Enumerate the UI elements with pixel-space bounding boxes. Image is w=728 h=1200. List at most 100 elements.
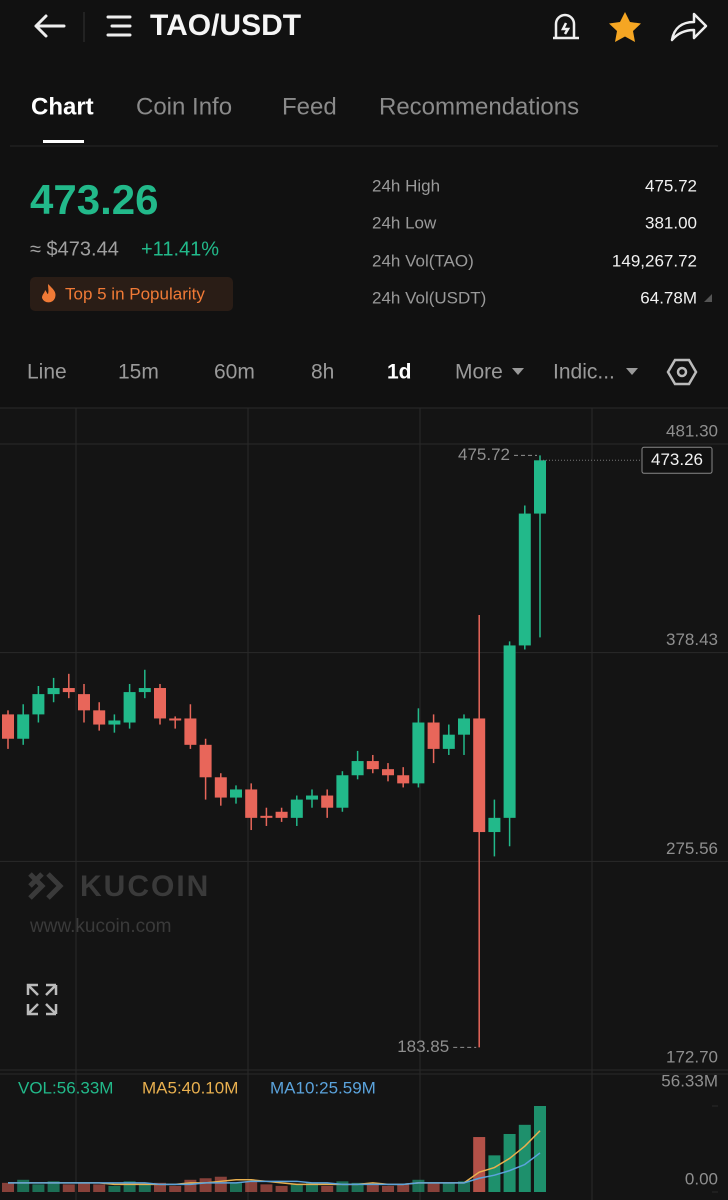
- interval[interactable]: 15m: [118, 361, 159, 384]
- candle-body: [351, 761, 364, 776]
- ma-legend: MA5:40.10M: [142, 1078, 238, 1097]
- volume-bar: [123, 1181, 136, 1192]
- volume-bar: [275, 1185, 288, 1192]
- interval[interactable]: 60m: [214, 361, 255, 384]
- stat-value: 64.78M: [640, 288, 697, 307]
- candle-body: [488, 817, 501, 833]
- stat-label: 24h Vol(TAO): [372, 251, 474, 270]
- candle-body: [473, 718, 486, 833]
- candle-body: [230, 789, 242, 798]
- pair-menu[interactable]: [106, 15, 132, 37]
- volume-bar: [47, 1181, 60, 1192]
- flame-icon: [42, 284, 56, 303]
- favorite-button[interactable]: [609, 12, 641, 42]
- tab[interactable]: Feed: [282, 93, 337, 120]
- volume-bar: [169, 1185, 182, 1192]
- volume-bar: [260, 1184, 273, 1192]
- candle-body: [336, 775, 349, 808]
- stat-value: 475.72: [645, 176, 697, 195]
- badge[interactable]: [30, 277, 233, 311]
- stat-label: 24h Vol(USDT): [372, 288, 486, 307]
- last-price: 473.26: [30, 176, 158, 223]
- candle-body: [62, 688, 75, 693]
- volume-bar: [214, 1176, 227, 1192]
- volume-bar: [397, 1184, 410, 1192]
- y-tick-label: 481.30: [666, 421, 718, 440]
- volume-bar: [473, 1137, 486, 1192]
- annotation-label: 183.85: [397, 1037, 449, 1056]
- candle-body: [2, 714, 14, 739]
- tab[interactable]: Recommendations: [379, 93, 579, 120]
- volume-bar: [245, 1181, 258, 1192]
- volume-bar: [336, 1181, 349, 1192]
- stat-label: 24h Low: [372, 213, 437, 232]
- interval[interactable]: 1d: [387, 361, 412, 384]
- alert-button[interactable]: [553, 13, 579, 40]
- candle-body: [138, 688, 151, 693]
- watermark-url: www.kucoin.com: [29, 916, 172, 937]
- last-price-tag: [641, 446, 713, 474]
- candle-body: [184, 718, 197, 745]
- candle-body: [290, 799, 303, 818]
- candle-body: [154, 688, 166, 719]
- candle-body: [442, 734, 455, 749]
- candle-body: [169, 718, 182, 721]
- candle-body: [47, 688, 60, 695]
- interval[interactable]: Indic...: [553, 361, 615, 384]
- volume-bar: [78, 1182, 90, 1192]
- y-tick-label: 275.56: [666, 839, 718, 858]
- back-button[interactable]: [34, 14, 66, 38]
- volume-bar: [382, 1185, 394, 1192]
- volume-bar: [108, 1185, 121, 1192]
- badge-text: Top 5 in Popularity: [65, 284, 205, 303]
- volume-bar: [458, 1181, 470, 1192]
- volume-bar: [62, 1184, 75, 1192]
- volume-bar: [412, 1179, 425, 1192]
- interval[interactable]: Line: [27, 361, 67, 384]
- fullscreen-button[interactable]: [26, 983, 58, 1016]
- chart-area: [0, 408, 728, 1200]
- candle-body: [123, 692, 136, 723]
- volume-bar: [184, 1179, 197, 1192]
- watermark-logo: [28, 872, 64, 900]
- volume-legend: VOL:56.33M: [18, 1078, 113, 1097]
- volume-bar: [230, 1182, 242, 1192]
- y-tick-label: 378.43: [666, 630, 718, 649]
- watermark-brand: KUCOIN: [80, 870, 210, 903]
- tab[interactable]: Coin Info: [136, 93, 232, 120]
- usd-price: ≈ $473.44: [30, 238, 119, 260]
- volume-bar: [17, 1179, 30, 1192]
- candle-body: [306, 795, 318, 800]
- candle-body: [412, 722, 425, 784]
- candle-body: [93, 710, 106, 725]
- volume-tick-label: 0.00: [685, 1169, 718, 1188]
- annotation-label: 475.72: [458, 445, 510, 464]
- interval[interactable]: 8h: [311, 361, 334, 384]
- volume-bar: [138, 1184, 151, 1192]
- chart-settings[interactable]: [666, 358, 698, 386]
- volume-bar: [306, 1182, 318, 1192]
- volume-bar: [442, 1182, 455, 1192]
- tab[interactable]: Chart: [31, 93, 94, 120]
- candle-body: [245, 789, 258, 818]
- share-button[interactable]: [670, 12, 708, 42]
- dropdown-arrow: [512, 368, 524, 375]
- candle-body: [321, 795, 334, 808]
- candle-body: [458, 718, 470, 735]
- volume-bar: [32, 1184, 45, 1192]
- candle-body: [214, 777, 227, 798]
- candle-body: [397, 775, 410, 784]
- pair-title: TAO/USDT: [150, 9, 301, 42]
- volume-bar: [518, 1124, 531, 1192]
- volume-bar: [93, 1184, 106, 1192]
- volume-bar: [366, 1184, 379, 1192]
- interval[interactable]: More: [455, 361, 503, 384]
- volume-bar: [154, 1182, 166, 1192]
- candle-body: [78, 694, 90, 711]
- tab-underline: [43, 140, 84, 143]
- candle-body: [17, 714, 30, 739]
- last-price-text: 473.26: [651, 450, 703, 469]
- volume-bar: [2, 1182, 14, 1192]
